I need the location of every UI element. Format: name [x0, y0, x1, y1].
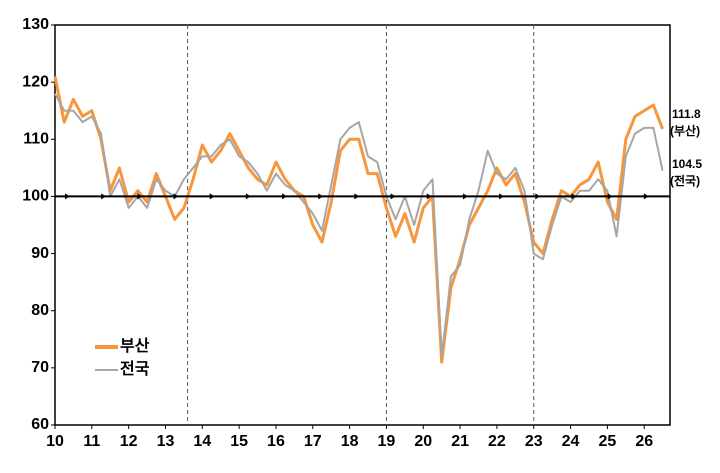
baseline-arrow — [354, 193, 360, 200]
x-tick-label: 10 — [46, 433, 64, 450]
x-tick-label: 17 — [304, 433, 322, 450]
x-tick-label: 21 — [451, 433, 469, 450]
y-tick-label: 70 — [31, 359, 49, 376]
x-tick-label: 12 — [120, 433, 138, 450]
end-series-label: (전국) — [670, 173, 700, 188]
x-tick-label: 14 — [193, 433, 211, 450]
x-tick-label: 23 — [525, 433, 543, 450]
baseline-arrow — [137, 193, 143, 200]
x-tick-label: 19 — [378, 433, 396, 450]
baseline-arrow — [426, 193, 432, 200]
baseline-arrow — [607, 193, 613, 200]
baseline-arrow — [571, 193, 577, 200]
series-line — [53, 76, 665, 364]
baseline-arrow — [282, 193, 288, 200]
baseline-arrow — [390, 193, 396, 200]
y-tick-label: 60 — [31, 416, 49, 433]
legend-label: 부산 — [120, 337, 150, 355]
x-tick-label: 16 — [267, 433, 285, 450]
y-tick-label: 100 — [22, 188, 49, 205]
baseline-arrow — [499, 193, 505, 200]
y-tick-label: 120 — [22, 73, 49, 90]
baseline-arrow — [209, 193, 215, 200]
baseline-arrow — [462, 193, 468, 200]
baseline-arrow — [643, 193, 649, 200]
y-tick-label: 90 — [31, 245, 49, 262]
x-tick-label: 13 — [157, 433, 175, 450]
x-tick-label: 25 — [598, 433, 616, 450]
baseline-arrow — [101, 193, 107, 200]
x-tick-label: 18 — [341, 433, 359, 450]
baseline-arrow — [318, 193, 324, 200]
legend-label: 전국 — [120, 360, 150, 378]
x-tick-label: 24 — [562, 433, 580, 450]
x-tick-label: 20 — [414, 433, 432, 450]
y-tick-label: 80 — [31, 302, 49, 319]
x-tick-label: 15 — [230, 433, 248, 450]
x-tick-label: 22 — [488, 433, 506, 450]
x-tick-label: 26 — [635, 433, 653, 450]
plot-area — [54, 24, 671, 426]
end-series-label: (부산) — [670, 123, 700, 138]
end-value-label: 104.5 — [672, 157, 702, 171]
baseline-arrow — [173, 193, 179, 200]
series-line — [54, 93, 664, 358]
baseline-arrow — [245, 193, 251, 200]
y-tick-label: 110 — [23, 131, 49, 148]
end-value-label: 111.8 — [672, 107, 701, 121]
x-tick-label: 11 — [83, 433, 100, 450]
y-tick-label: 130 — [22, 16, 49, 33]
baseline-arrow — [535, 193, 541, 200]
baseline-arrow — [65, 193, 70, 200]
